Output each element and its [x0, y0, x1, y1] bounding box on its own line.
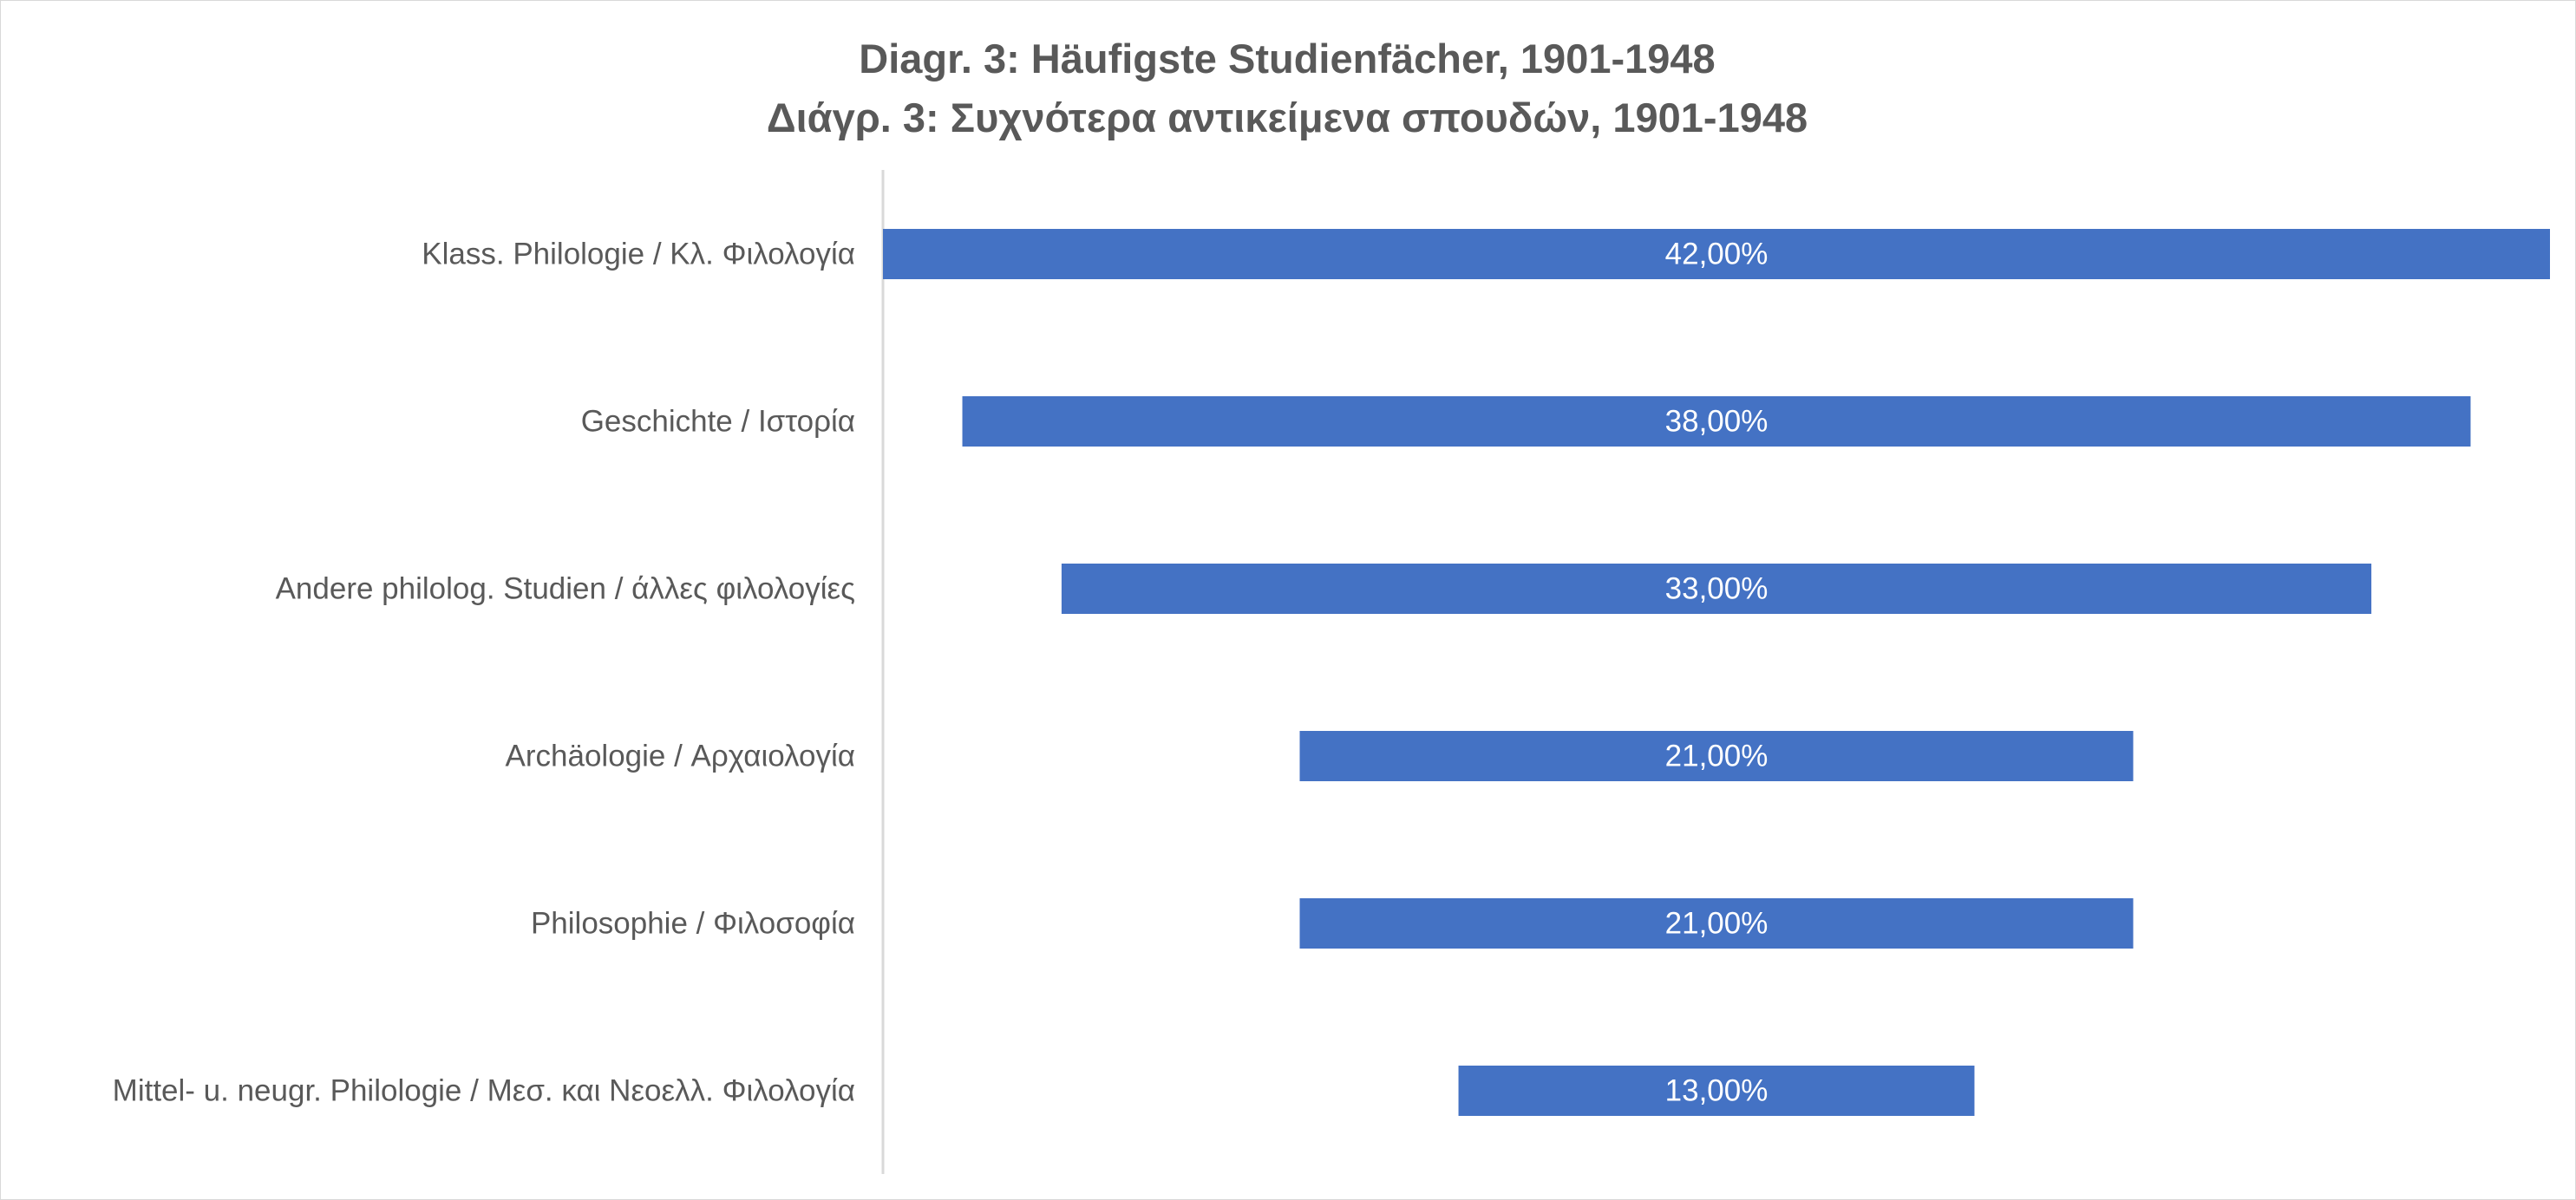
bar: [1061, 564, 2372, 614]
category-label: Archäologie / Αρχαιολογία: [506, 740, 855, 773]
category-label: Mittel- u. neugr. Philologie / Μεσ. και …: [113, 1074, 855, 1108]
bar: [1299, 731, 2134, 781]
bar-data-label: 21,00%: [1665, 907, 1769, 941]
category-label: Klass. Philologie / Κλ. Φιλολογία: [422, 238, 855, 271]
bar: [883, 229, 2550, 279]
category-label: Andere philolog. Studien / άλλες φιλολογ…: [276, 572, 855, 606]
chart-title-block: Diagr. 3: Häufigste Studienfächer, 1901-…: [0, 29, 2574, 147]
bar-series: 42,00% 38,00% 33,00% 21,00% 21,00% 13,00%: [883, 229, 2550, 1116]
bar-data-label: 21,00%: [1665, 740, 1769, 773]
bar-data-label: 42,00%: [1665, 238, 1769, 271]
bar: [1458, 1066, 1975, 1116]
category-label: Philosophie / Φιλοσοφία: [531, 907, 855, 941]
bar-data-label: 38,00%: [1665, 405, 1769, 439]
bar-data-label: 13,00%: [1665, 1074, 1769, 1108]
category-label: Geschichte / Ιστορία: [581, 405, 855, 439]
bar: [962, 396, 2471, 447]
chart-title: Diagr. 3: Häufigste Studienfächer, 1901-…: [859, 36, 1716, 82]
bar: [1299, 898, 2134, 949]
chart-subtitle: Διάγρ. 3: Συχνότερα αντικείμενα σπουδών,…: [766, 95, 1808, 140]
bar-data-label: 33,00%: [1665, 572, 1769, 606]
